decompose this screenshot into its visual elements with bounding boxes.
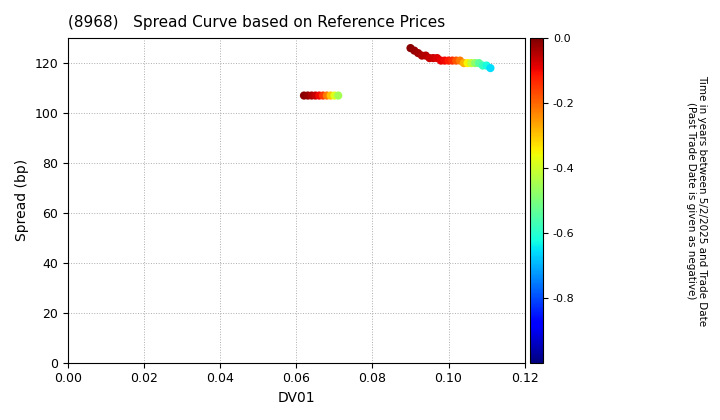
Point — [416, 52, 428, 59]
Point — [333, 92, 344, 99]
Point — [428, 55, 439, 61]
Y-axis label: Spread (bp): Spread (bp) — [15, 159, 29, 242]
Point — [466, 60, 477, 66]
Point — [321, 92, 333, 99]
Point — [469, 60, 481, 66]
Point — [473, 60, 485, 66]
X-axis label: DV01: DV01 — [278, 391, 315, 405]
Text: (8968)   Spread Curve based on Reference Prices: (8968) Spread Curve based on Reference P… — [68, 15, 446, 30]
Point — [477, 62, 489, 69]
Point — [439, 57, 451, 64]
Point — [306, 92, 318, 99]
Point — [446, 57, 458, 64]
Point — [481, 62, 492, 69]
Point — [405, 45, 416, 52]
Point — [431, 55, 443, 61]
Point — [310, 92, 321, 99]
Point — [298, 92, 310, 99]
Point — [454, 57, 466, 64]
Point — [313, 92, 325, 99]
Point — [451, 57, 462, 64]
Point — [328, 92, 340, 99]
Point — [462, 60, 473, 66]
Point — [318, 92, 329, 99]
Y-axis label: Time in years between 5/2/2025 and Trade Date
(Past Trade Date is given as negat: Time in years between 5/2/2025 and Trade… — [685, 75, 707, 326]
Point — [408, 47, 420, 54]
Point — [435, 57, 446, 64]
Point — [325, 92, 336, 99]
Point — [413, 50, 424, 56]
Point — [420, 52, 431, 59]
Point — [485, 65, 496, 71]
Point — [458, 60, 469, 66]
Point — [443, 57, 454, 64]
Point — [424, 55, 436, 61]
Point — [302, 92, 314, 99]
